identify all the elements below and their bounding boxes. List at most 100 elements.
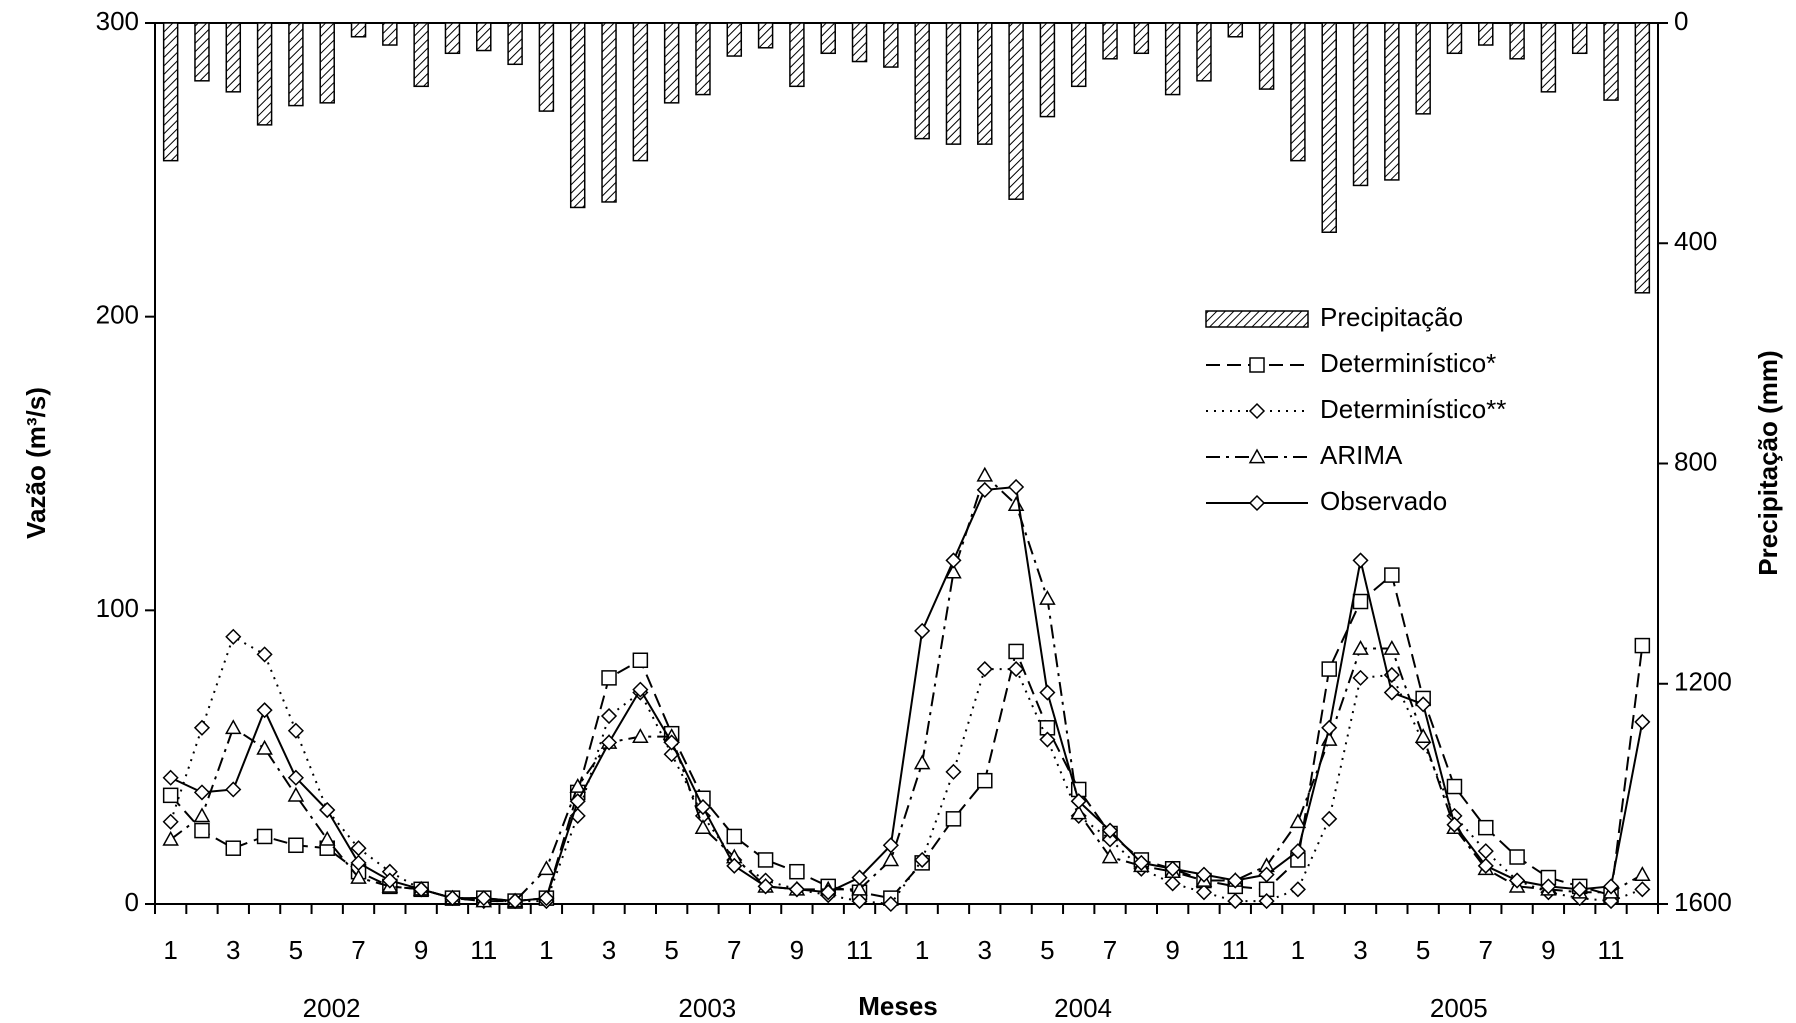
bar	[883, 22, 899, 68]
marker	[1070, 793, 1087, 810]
marker	[882, 895, 899, 913]
bar	[1290, 22, 1306, 162]
bar	[1603, 22, 1619, 101]
marker	[1383, 684, 1400, 701]
marker	[1101, 848, 1119, 864]
marker	[1249, 357, 1265, 373]
marker	[663, 734, 680, 751]
bar	[632, 22, 649, 162]
marker	[162, 769, 179, 786]
x-tick-label: 11	[470, 935, 497, 965]
x-tick-label: 3	[226, 935, 240, 965]
marker	[882, 851, 900, 867]
x-tick-label: 7	[1479, 935, 1493, 965]
marker	[1008, 478, 1025, 496]
marker	[1321, 719, 1338, 736]
marker	[287, 769, 304, 786]
marker	[945, 552, 962, 569]
x-tick-label: 1	[1291, 935, 1305, 965]
marker	[1634, 866, 1651, 881]
x-tick-label: 5	[664, 935, 678, 965]
marker	[1509, 849, 1525, 865]
marker	[632, 681, 649, 698]
marker	[632, 728, 649, 743]
marker	[1477, 843, 1494, 860]
marker	[945, 811, 962, 827]
marker	[1227, 893, 1244, 910]
x-tick-label: 11	[1222, 935, 1249, 965]
bar	[162, 22, 179, 162]
legend-label: Determinístico*	[1320, 348, 1496, 378]
legend-label: Determinístico**	[1320, 394, 1506, 424]
marker	[601, 670, 617, 686]
marker	[977, 772, 993, 789]
marker	[444, 890, 461, 907]
y2-tick-label: 1200	[1674, 667, 1732, 697]
marker	[1384, 567, 1400, 583]
bar	[1196, 22, 1212, 82]
bar	[757, 22, 774, 49]
marker	[1008, 661, 1025, 678]
bar	[1509, 22, 1525, 60]
marker	[1446, 778, 1463, 795]
marker	[1289, 843, 1306, 860]
marker	[1321, 810, 1338, 827]
marker	[1289, 813, 1307, 829]
marker	[1446, 816, 1463, 833]
y2-tick-label: 400	[1674, 226, 1717, 256]
marker	[945, 563, 962, 579]
marker	[319, 801, 336, 819]
bar	[820, 22, 836, 55]
marker	[193, 807, 211, 823]
bar	[319, 22, 335, 104]
marker	[194, 822, 210, 839]
marker	[914, 622, 931, 639]
bar	[1008, 22, 1024, 200]
marker	[851, 893, 868, 910]
bar	[1258, 22, 1275, 90]
marker	[851, 869, 868, 886]
marker	[632, 652, 649, 669]
bar	[1070, 22, 1087, 88]
x-tick-label: 5	[1416, 935, 1430, 965]
bar	[350, 22, 367, 38]
y-tick-label: 0	[125, 887, 139, 917]
bar	[1227, 22, 1244, 38]
marker	[507, 893, 524, 910]
year-label: 2002	[303, 993, 361, 1023]
x-tick-label: 7	[727, 935, 741, 965]
marker	[162, 787, 179, 804]
marker	[1195, 866, 1213, 883]
marker	[538, 890, 555, 907]
bar	[538, 22, 555, 112]
marker	[1571, 881, 1588, 898]
bar	[256, 22, 273, 126]
bar	[476, 22, 492, 52]
marker	[788, 881, 805, 898]
marker	[1415, 696, 1432, 713]
bar	[726, 22, 743, 57]
marker	[789, 863, 805, 880]
marker	[976, 466, 994, 482]
legend-label: Precipitação	[1320, 302, 1463, 332]
marker	[350, 869, 367, 884]
bar	[1133, 22, 1150, 55]
marker	[1133, 854, 1150, 871]
bar	[1039, 22, 1056, 118]
marker	[1039, 684, 1056, 701]
bar	[225, 22, 242, 93]
marker	[1248, 448, 1266, 464]
marker	[256, 702, 273, 719]
marker	[1352, 639, 1369, 655]
y2-tick-label: 1600	[1674, 887, 1732, 917]
bar	[945, 22, 962, 145]
bar	[914, 22, 930, 140]
marker	[1258, 866, 1275, 883]
bar	[1164, 22, 1181, 96]
bar	[288, 22, 304, 107]
marker	[1352, 593, 1369, 610]
x-tick-label: 5	[289, 935, 303, 965]
x-tick-label: 3	[1353, 935, 1367, 965]
bar	[1321, 22, 1337, 233]
